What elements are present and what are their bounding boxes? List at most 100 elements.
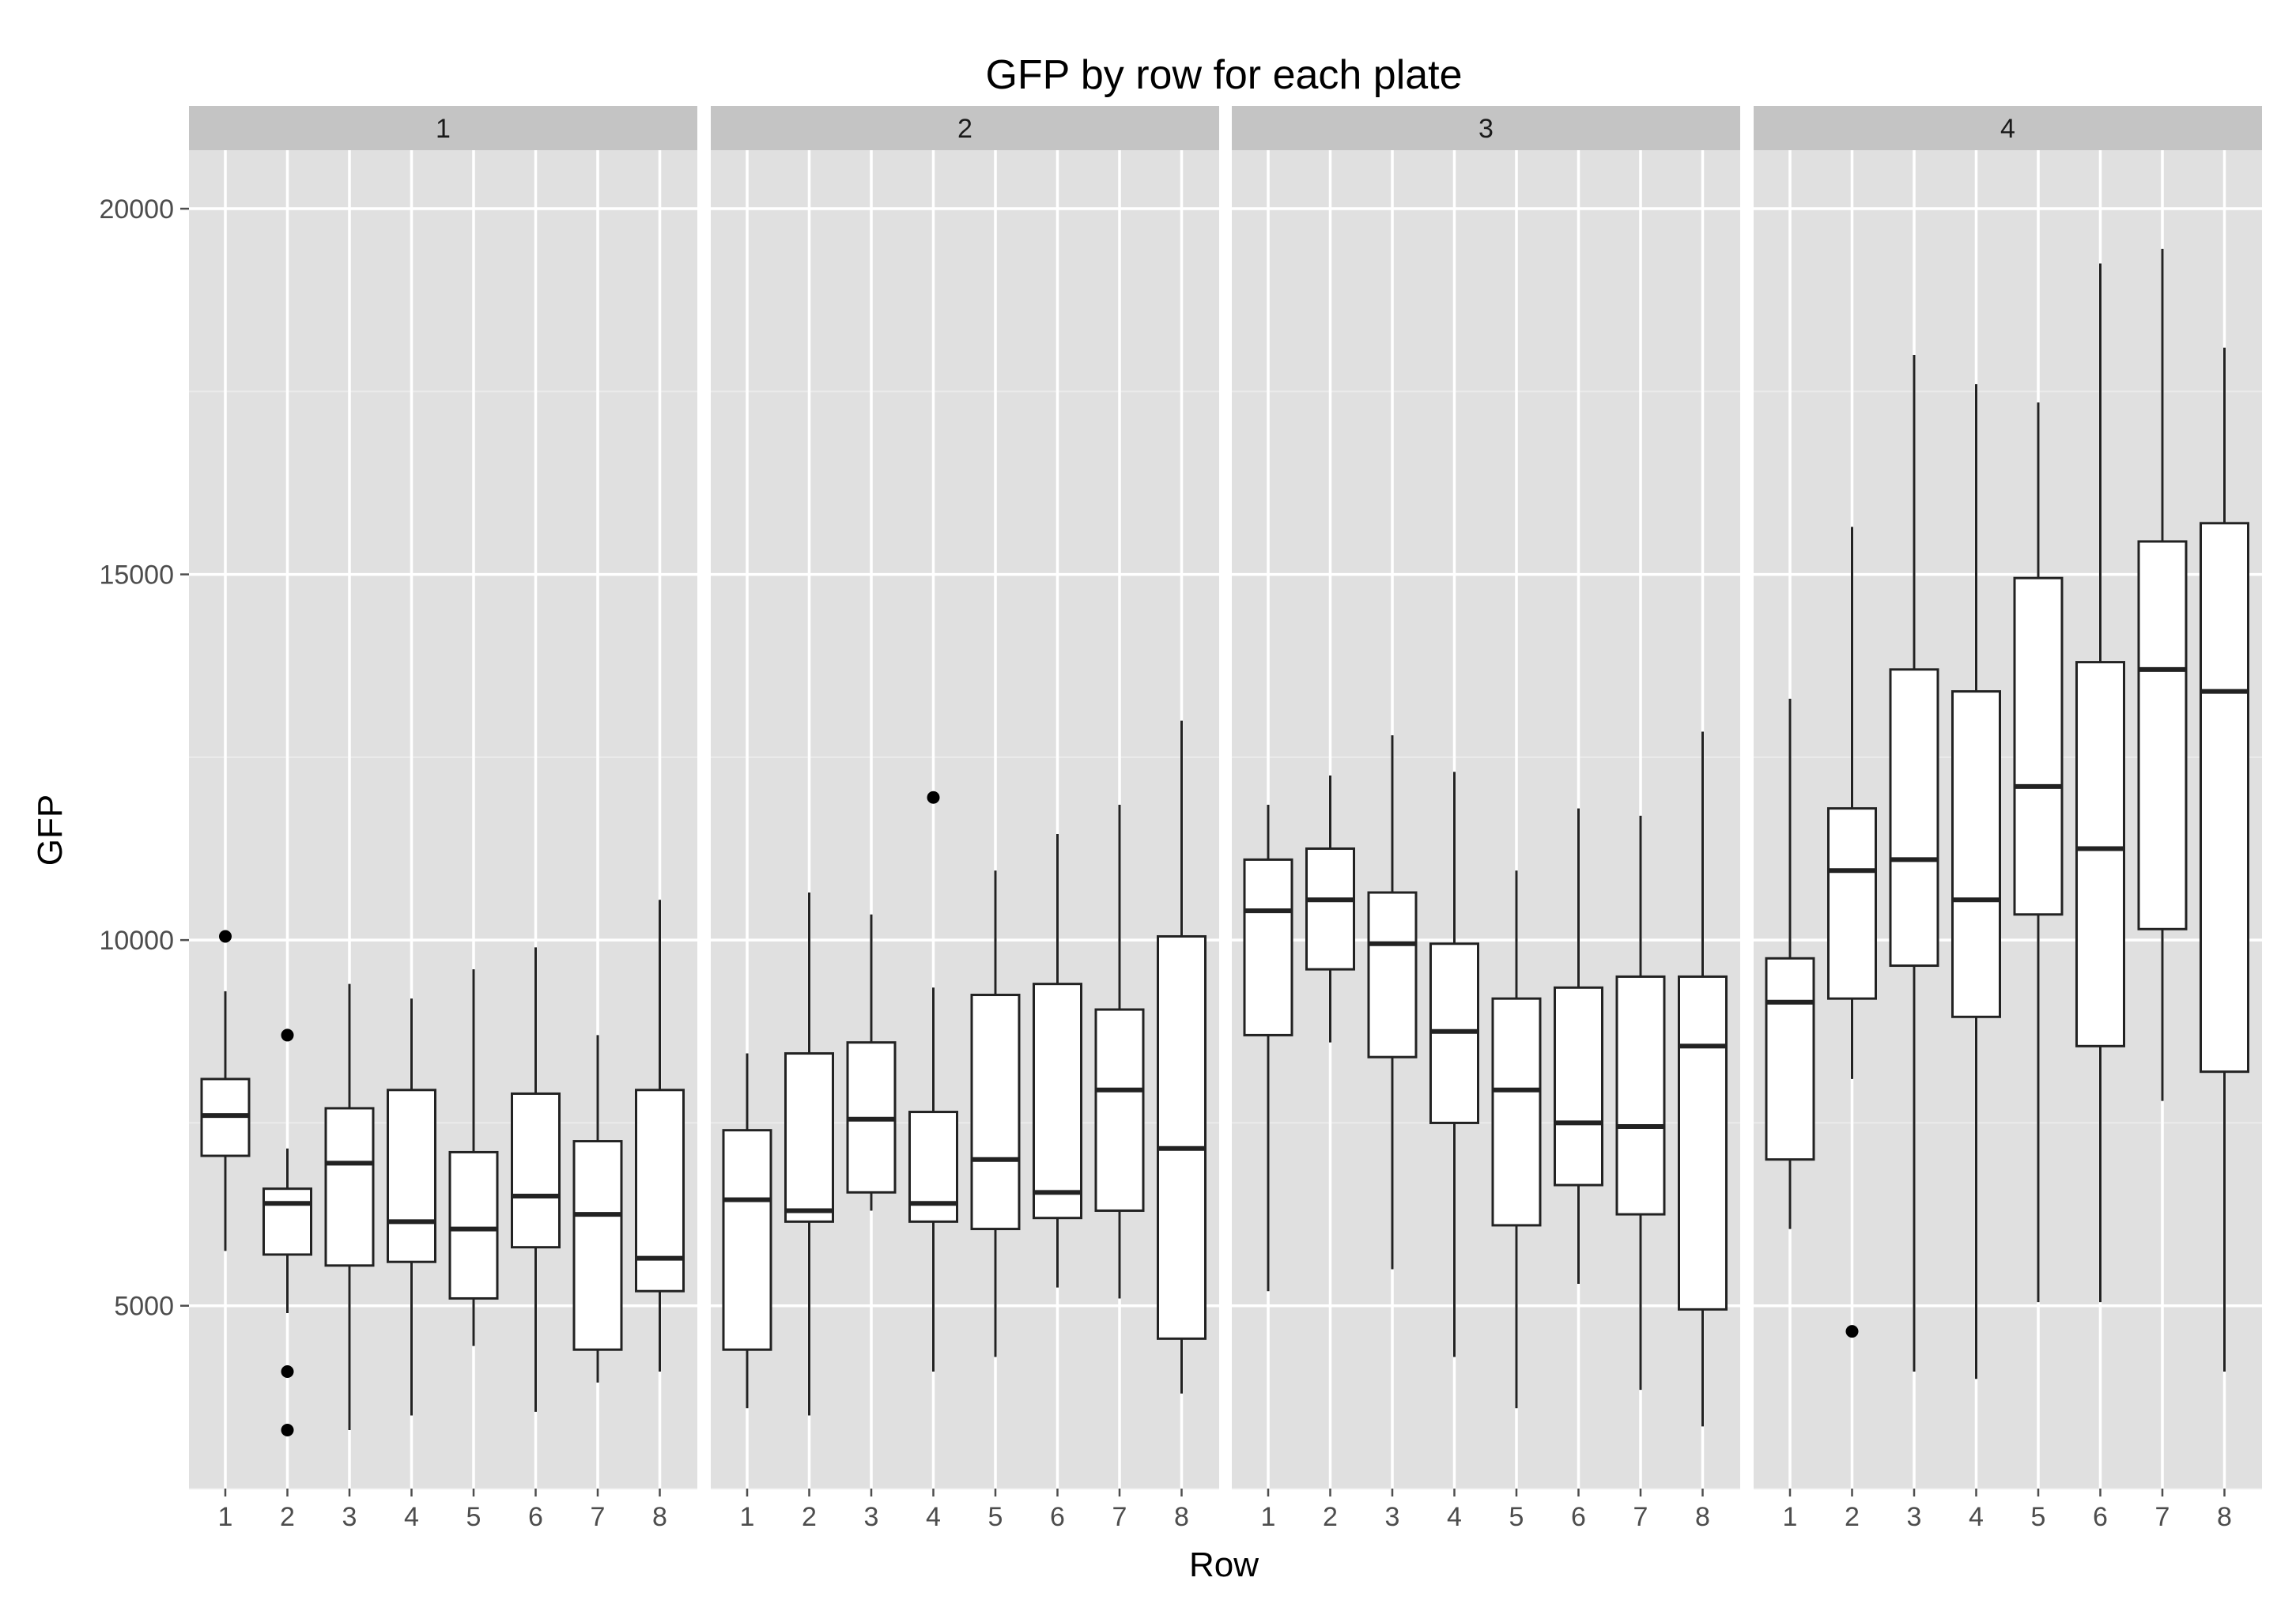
box-iqr: [1243, 858, 1293, 1036]
x-tick-label: 7: [1112, 1502, 1127, 1532]
x-tick-label: 2: [1845, 1502, 1860, 1532]
x-tick-label: 3: [342, 1502, 357, 1532]
x-tick-label: 1: [1783, 1502, 1798, 1532]
box-iqr: [2075, 661, 2125, 1047]
box-iqr: [448, 1150, 499, 1300]
box-row-4: [1951, 384, 2001, 1379]
x-tick-label: 4: [1969, 1502, 1984, 1532]
facet-panels: 1 1 2 3 4 5 6 7 8 2 1 2 3 4 5 6 7 8 3 1 2 3 4 5 6 7 8 4 1 2 3 4 5 6 7 8: [189, 106, 2262, 1532]
y-axis-label: GFP: [31, 794, 70, 866]
y-axis: 5000 10000 15000 20000: [99, 194, 189, 1322]
box-row-6: [1554, 808, 1603, 1284]
facet-strip: [1754, 106, 2262, 150]
box-iqr: [387, 1089, 436, 1263]
x-tick-label: 3: [864, 1502, 879, 1532]
x-tick-label: 5: [1509, 1502, 1524, 1532]
facet-strip: [711, 106, 1219, 150]
y-tick-label: 15000: [99, 560, 174, 591]
box-iqr: [784, 1052, 834, 1223]
facet-strip: [189, 106, 697, 150]
x-tick-label: 7: [1633, 1502, 1648, 1532]
y-tick-label: 5000: [114, 1292, 174, 1322]
box-iqr: [511, 1092, 561, 1249]
facet-panel: 3 1 2 3 4 5 6 7 8: [1232, 106, 1740, 1532]
x-tick-label: 7: [2155, 1502, 2170, 1532]
box-iqr: [262, 1187, 312, 1256]
x-tick-label: 1: [1261, 1502, 1276, 1532]
box-row-8: [635, 900, 685, 1372]
x-tick-label: 6: [1050, 1502, 1065, 1532]
panel-background: [711, 150, 1219, 1489]
box-row-1: [1243, 804, 1293, 1292]
box-row-8: [1678, 731, 1728, 1427]
box-row-6: [511, 947, 561, 1412]
box-row-8: [1157, 720, 1207, 1394]
box-row-5: [1491, 870, 1542, 1409]
x-tick-label: 5: [988, 1502, 1003, 1532]
box-iqr: [572, 1140, 623, 1351]
box-iqr: [1615, 975, 1666, 1216]
box-iqr: [635, 1089, 685, 1293]
box-row-3: [1889, 355, 1939, 1372]
box-iqr: [1765, 957, 1815, 1161]
outlier-point: [1845, 1325, 1859, 1338]
x-tick-label: 8: [1174, 1502, 1189, 1532]
facet-strip-label: 4: [2000, 114, 2015, 144]
outlier-point: [281, 1364, 294, 1378]
box-iqr: [2013, 576, 2064, 916]
box-iqr: [1305, 847, 1355, 971]
box-row-4: [1429, 772, 1479, 1357]
box-iqr: [1367, 891, 1418, 1059]
box-row-7: [2137, 248, 2188, 1101]
box-iqr: [1951, 690, 2001, 1018]
facet-panel: 4 1 2 3 4 5 6 7 8: [1754, 106, 2262, 1532]
box-row-2: [1305, 775, 1355, 1043]
x-tick-label: 4: [1447, 1502, 1462, 1532]
facet-strip-label: 2: [957, 114, 972, 144]
x-tick-label: 2: [1323, 1502, 1338, 1532]
x-tick-label: 5: [466, 1502, 481, 1532]
x-tick-label: 8: [2217, 1502, 2232, 1532]
x-tick-label: 2: [802, 1502, 817, 1532]
outlier-point: [219, 930, 232, 943]
outlier-point: [281, 1423, 294, 1436]
box-row-5: [448, 969, 499, 1346]
box-iqr: [1827, 807, 1877, 1000]
box-iqr: [324, 1107, 375, 1267]
box-row-1: [200, 930, 251, 1251]
outlier-point: [927, 791, 940, 804]
facet-strip-label: 1: [436, 114, 451, 144]
outlier-point: [281, 1028, 294, 1042]
box-iqr: [1889, 668, 1939, 968]
y-tick-label: 10000: [99, 926, 174, 956]
box-row-2: [784, 893, 834, 1416]
box-row-5: [2013, 402, 2064, 1303]
box-iqr: [2137, 540, 2188, 930]
box-row-7: [1094, 804, 1145, 1299]
box-iqr: [1094, 1008, 1145, 1212]
box-row-1: [1765, 698, 1815, 1229]
box-iqr: [1157, 935, 1207, 1340]
box-iqr: [1554, 986, 1603, 1187]
box-row-3: [846, 914, 897, 1211]
box-row-2: [262, 1028, 312, 1436]
x-tick-label: 1: [218, 1502, 233, 1532]
facet-panel: 2 1 2 3 4 5 6 7 8: [711, 106, 1219, 1532]
box-iqr: [970, 994, 1021, 1231]
x-tick-label: 8: [652, 1502, 667, 1532]
x-axis-label: Row: [1189, 1546, 1259, 1584]
x-tick-label: 8: [1695, 1502, 1710, 1532]
facet-strip-label: 3: [1478, 114, 1494, 144]
x-tick-label: 6: [1571, 1502, 1586, 1532]
box-row-3: [324, 983, 375, 1430]
x-tick-label: 5: [2031, 1502, 2046, 1532]
panel-background: [1232, 150, 1740, 1489]
box-row-4: [908, 791, 958, 1372]
box-row-4: [387, 998, 436, 1416]
x-tick-label: 6: [528, 1502, 543, 1532]
x-tick-label: 2: [280, 1502, 295, 1532]
box-row-6: [1033, 834, 1082, 1288]
x-tick-label: 4: [926, 1502, 941, 1532]
box-row-8: [2200, 347, 2249, 1372]
